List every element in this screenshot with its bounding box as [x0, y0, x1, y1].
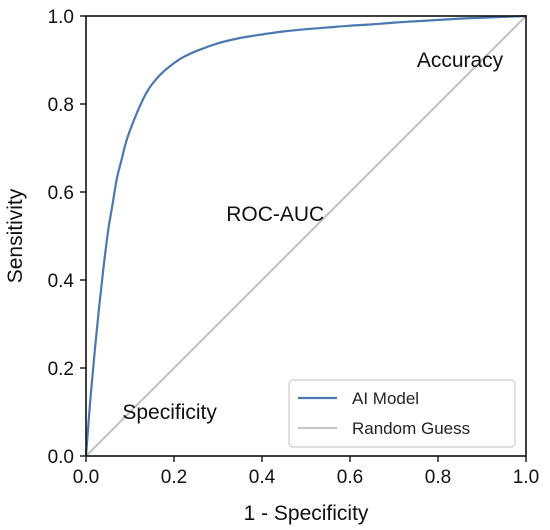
- annotation-specificity: Specificity: [122, 401, 217, 424]
- series-line-ai-model: [84, 14, 528, 458]
- x-tick-label: 0.6: [337, 467, 363, 488]
- y-axis-label: Sensitivity: [4, 188, 27, 283]
- annotation-layer: Accuracy ROC-AUC Specificity: [122, 49, 503, 424]
- x-axis-label: 1 - Specificity: [244, 502, 369, 525]
- y-tick-label: 0.6: [48, 183, 74, 204]
- legend: AI Model Random Guess: [288, 379, 516, 448]
- x-tick-label: 1.0: [513, 467, 539, 488]
- annotation-accuracy: Accuracy: [417, 49, 504, 72]
- legend-box: [288, 379, 516, 448]
- ticks-layer: 0.0 0.2 0.4 0.6 0.8 1.0 0.0 0.2 0.4 0.6 0.8 1.0: [48, 7, 540, 488]
- annotation-roc-auc: ROC-AUC: [226, 203, 324, 226]
- y-tick-label: 0.4: [48, 271, 75, 292]
- x-tick-label: 0.4: [249, 467, 276, 488]
- legend-label-ai-model: AI Model: [352, 389, 419, 408]
- plot-frame: [85, 15, 527, 457]
- y-tick-label: 0.2: [48, 359, 74, 380]
- legend-label-random-guess: Random Guess: [352, 419, 470, 438]
- series-layer: [84, 14, 528, 458]
- series-line-random-guess: [84, 14, 528, 458]
- y-tick-label: 0.0: [48, 447, 74, 468]
- y-tick-label: 0.8: [48, 95, 74, 116]
- y-tick-label: 1.0: [48, 7, 74, 28]
- x-tick-label: 0.2: [161, 467, 187, 488]
- x-tick-label: 0.0: [73, 467, 99, 488]
- x-tick-label: 0.8: [425, 467, 451, 488]
